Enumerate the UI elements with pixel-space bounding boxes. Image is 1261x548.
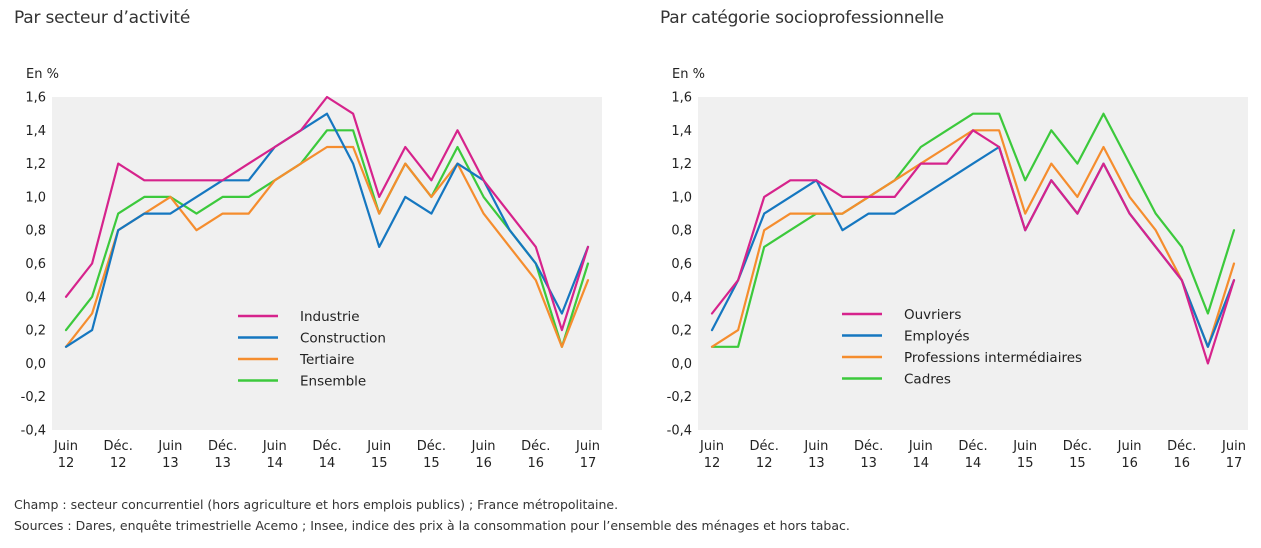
x-tick-label: 15 (1069, 456, 1086, 471)
x-tick-label: Juin (1012, 439, 1037, 454)
x-tick-label: 13 (162, 456, 179, 471)
x-tick-label: 12 (756, 456, 773, 471)
x-tick-label: Déc. (958, 439, 987, 454)
x-tick-label: 14 (913, 456, 930, 471)
x-tick-label: Juin (262, 439, 287, 454)
series-line-ouvriers (710, 129, 1236, 365)
chart-secteur: En % 1,6 1,4 1,2 1,0 0,8 0,6 0,4 0,2 0,0 -0,2 -0,4 J… (21, 67, 602, 471)
y-axis-label: En % (26, 67, 59, 82)
x-tick-label: Juin (803, 439, 828, 454)
x-tick-label: Déc. (854, 439, 883, 454)
x-tick-label: 13 (860, 456, 877, 471)
series-line-industrie (64, 95, 590, 332)
x-tick-label: Déc. (750, 439, 779, 454)
x-tick-label: Déc. (104, 439, 133, 454)
y-tick-label: 0,4 (25, 290, 46, 305)
x-tick-label: 12 (704, 456, 721, 471)
chart-title-categorie: Par catégorie socioprofessionnelle (660, 8, 944, 28)
x-tick-label: Déc. (312, 439, 341, 454)
x-tick-label: Juin (699, 439, 724, 454)
plot-area (698, 97, 1248, 430)
x-tick-label: Juin (53, 439, 78, 454)
x-tick-label: Juin (1221, 439, 1246, 454)
x-tick-label: 14 (267, 456, 284, 471)
x-tick-label: 14 (965, 456, 982, 471)
x-tick-label: Déc. (208, 439, 237, 454)
y-tick-label: 0,4 (671, 290, 692, 305)
series-line-cadres (710, 112, 1236, 348)
series-line-ensemble (64, 129, 590, 348)
y-tick-label: 1,4 (671, 124, 692, 139)
legend-label: Tertiaire (299, 352, 354, 368)
y-tick-label: 1,2 (25, 157, 46, 172)
x-tick-label: Juin (575, 439, 600, 454)
x-tick-label: 16 (1121, 456, 1138, 471)
x-tick-label: Juin (366, 439, 391, 454)
x-tick-label: 17 (580, 456, 597, 471)
legend-label: Cadres (904, 372, 951, 388)
x-tick-label: Juin (471, 439, 496, 454)
x-tick-label: 16 (475, 456, 492, 471)
legend-label: Construction (300, 331, 386, 347)
x-tick-label: 15 (1017, 456, 1034, 471)
chart-title-secteur: Par secteur d’activité (14, 8, 191, 28)
x-tick-label: 14 (319, 456, 336, 471)
x-tick-label: 13 (808, 456, 825, 471)
y-tick-label: 1,0 (25, 190, 46, 205)
x-tick-label: Juin (908, 439, 933, 454)
y-tick-label: 1,0 (671, 190, 692, 205)
x-tick-label: 16 (1174, 456, 1191, 471)
x-tick-label: 12 (110, 456, 127, 471)
y-tick-label: -0,2 (667, 390, 692, 405)
y-tick-label: 0,0 (25, 357, 46, 372)
note-champ: Champ : secteur concurrentiel (hors agri… (14, 497, 619, 512)
legend-label: Professions intermédiaires (904, 350, 1082, 366)
note-sources: Sources : Dares, enquête trimestrielle A… (14, 518, 850, 533)
plot-area (52, 97, 602, 430)
x-tick-label: 17 (1226, 456, 1243, 471)
y-tick-label: 0,8 (671, 224, 692, 239)
y-tick-label: 0,8 (25, 224, 46, 239)
y-tick-label: 0,2 (671, 324, 692, 339)
x-tick-label: Juin (157, 439, 182, 454)
y-tick-label: -0,4 (21, 424, 46, 439)
y-axis-label: En % (672, 67, 705, 82)
y-tick-label: 0,6 (25, 257, 46, 272)
y-tick-label: 0,6 (671, 257, 692, 272)
y-tick-label: 1,4 (25, 124, 46, 139)
series-line-construction (64, 112, 590, 348)
y-tick-label: 1,6 (671, 91, 692, 106)
y-tick-label: 0,0 (671, 357, 692, 372)
x-tick-label: 15 (371, 456, 388, 471)
x-tick-label: 16 (528, 456, 545, 471)
x-tick-label: Déc. (417, 439, 446, 454)
y-tick-label: -0,2 (21, 390, 46, 405)
y-tick-label: -0,4 (667, 424, 692, 439)
x-tick-label: 13 (214, 456, 231, 471)
legend-label: Ensemble (300, 374, 366, 390)
x-tick-label: Déc. (1063, 439, 1092, 454)
y-tick-label: 0,2 (25, 324, 46, 339)
y-tick-label: 1,2 (671, 157, 692, 172)
x-tick-label: Déc. (1167, 439, 1196, 454)
y-tick-label: 1,6 (25, 91, 46, 106)
x-tick-label: 12 (58, 456, 75, 471)
chart-categorie: En % 1,6 1,4 1,2 1,0 0,8 0,6 0,4 0,2 0,0 -0,2 -0,4 J… (667, 67, 1248, 471)
legend-label: Ouvriers (904, 307, 961, 323)
series-line-tertiaire (64, 145, 590, 348)
x-tick-label: Déc. (521, 439, 550, 454)
legend-label: Industrie (300, 309, 360, 325)
legend-label: Employés (904, 329, 970, 345)
x-tick-label: Juin (1117, 439, 1142, 454)
x-tick-label: 15 (423, 456, 440, 471)
